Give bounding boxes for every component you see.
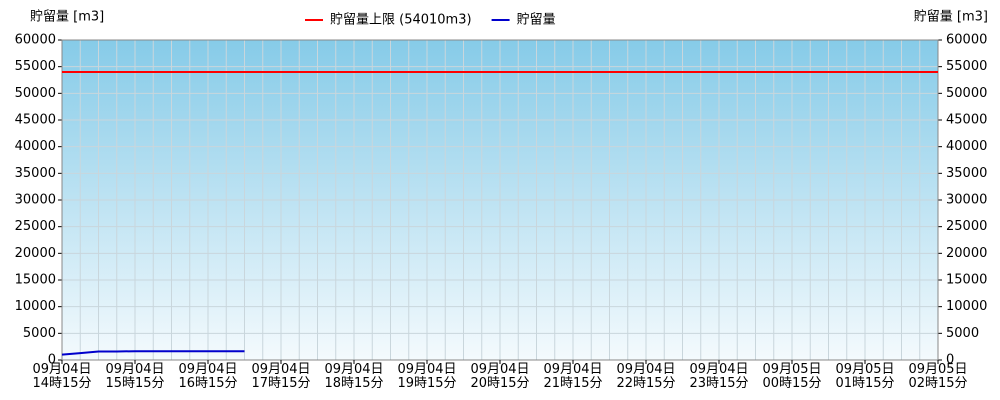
y2-tick-label: 30000	[946, 193, 987, 208]
y2-tick-label: 0	[946, 353, 954, 368]
y-tick-label: 60000	[15, 33, 56, 48]
y-tick-label: 20000	[15, 246, 56, 261]
y2-tick-label: 35000	[946, 166, 987, 181]
y-tick-label: 35000	[15, 166, 56, 181]
x-tick-label: 09月05日 01時15分	[835, 362, 895, 391]
y2-tick-label: 60000	[946, 33, 987, 48]
y-tick-label: 0	[48, 353, 56, 368]
y-tick-label: 10000	[15, 299, 56, 314]
x-tick-label: 09月04日 17時15分	[251, 362, 311, 391]
x-tick-label: 09月04日 19時15分	[397, 362, 457, 391]
y-tick-label: 45000	[15, 113, 56, 128]
y2-axis-label: 貯留量 [m3]	[914, 10, 988, 25]
series-line	[61, 350, 245, 356]
legend-label: 貯留量	[517, 13, 556, 28]
y2-tick-label: 5000	[946, 326, 979, 341]
x-tick-label: 09月04日 21時15分	[543, 362, 603, 391]
x-tick-label: 09月05日 00時15分	[762, 362, 822, 391]
x-tick-label: 09月04日 23時15分	[689, 362, 749, 391]
x-tick-label: 09月04日 15時15分	[105, 362, 165, 391]
y2-tick-label: 10000	[946, 299, 987, 314]
y-tick-label: 5000	[23, 326, 56, 341]
y2-tick-label: 15000	[946, 273, 987, 288]
y-tick-label: 30000	[15, 193, 56, 208]
x-tick-label: 09月05日 02時15分	[908, 362, 968, 391]
y-tick-label: 40000	[15, 139, 56, 154]
y2-tick-label: 45000	[946, 113, 987, 128]
y-tick-label: 25000	[15, 219, 56, 234]
y-axis-label: 貯留量 [m3]	[30, 10, 104, 25]
y-tick-label: 50000	[15, 86, 56, 101]
legend-label: 貯留量上限 (54010m3)	[330, 13, 472, 28]
x-tick-label: 09月04日 20時15分	[470, 362, 530, 391]
x-tick-label: 09月04日 18時15分	[324, 362, 384, 391]
y-tick-label: 15000	[15, 273, 56, 288]
y2-tick-label: 25000	[946, 219, 987, 234]
y-tick-label: 55000	[15, 59, 56, 74]
y2-tick-label: 55000	[946, 59, 987, 74]
x-tick-label: 09月04日 22時15分	[616, 362, 676, 391]
y2-tick-label: 20000	[946, 246, 987, 261]
y2-tick-label: 40000	[946, 139, 987, 154]
x-tick-label: 09月04日 14時15分	[32, 362, 92, 391]
x-tick-label: 09月04日 16時15分	[178, 362, 238, 391]
y2-tick-label: 50000	[946, 86, 987, 101]
